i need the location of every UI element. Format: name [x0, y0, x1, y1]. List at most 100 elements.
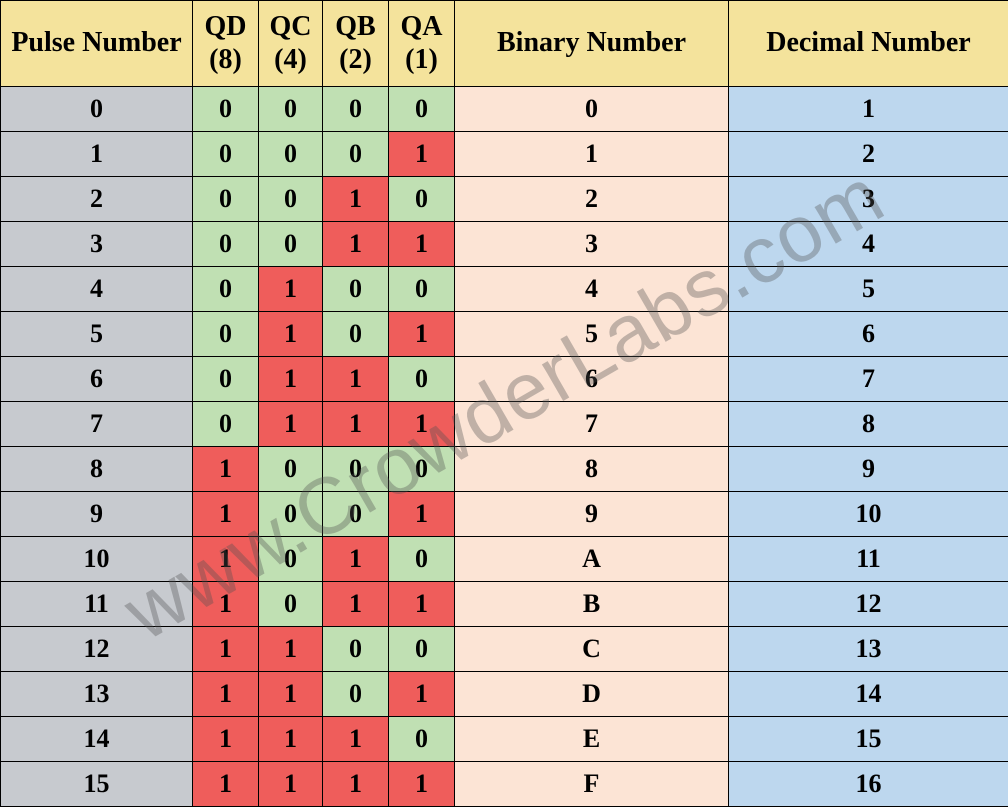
qa-cell: 0: [389, 627, 455, 672]
qa-cell: 1: [389, 582, 455, 627]
qc-cell: 0: [259, 132, 323, 177]
table-row: 5010156: [1, 312, 1008, 357]
header-label-line1: QD: [205, 11, 247, 42]
table-row: 101010A11: [1, 537, 1008, 582]
pulse-cell: 10: [1, 537, 193, 582]
decimal-cell: 11: [729, 537, 1008, 582]
qc-cell: 0: [259, 492, 323, 537]
binary-cell: 3: [455, 222, 729, 267]
qd-cell: 1: [193, 762, 259, 807]
qb-cell: 0: [323, 447, 389, 492]
pulse-cell: 7: [1, 402, 193, 447]
qc-cell: 1: [259, 762, 323, 807]
table-row: 151111F16: [1, 762, 1008, 807]
qa-cell: 0: [389, 177, 455, 222]
pulse-cell: 3: [1, 222, 193, 267]
table-row: 91001910: [1, 492, 1008, 537]
qd-cell: 0: [193, 132, 259, 177]
qd-cell: 1: [193, 582, 259, 627]
qd-cell: 0: [193, 222, 259, 267]
pulse-cell: 1: [1, 132, 193, 177]
column-header: QD(8): [193, 1, 259, 87]
decimal-cell: 3: [729, 177, 1008, 222]
qd-cell: 1: [193, 447, 259, 492]
qc-cell: 1: [259, 312, 323, 357]
decimal-cell: 15: [729, 717, 1008, 762]
qb-cell: 0: [323, 267, 389, 312]
qb-cell: 0: [323, 312, 389, 357]
binary-cell: F: [455, 762, 729, 807]
pulse-cell: 14: [1, 717, 193, 762]
binary-cell: A: [455, 537, 729, 582]
qa-cell: 1: [389, 312, 455, 357]
qc-cell: 0: [259, 87, 323, 132]
qa-cell: 1: [389, 672, 455, 717]
qb-cell: 1: [323, 222, 389, 267]
table-row: 131101D14: [1, 672, 1008, 717]
qb-cell: 1: [323, 402, 389, 447]
pulse-cell: 6: [1, 357, 193, 402]
qa-cell: 1: [389, 132, 455, 177]
qb-cell: 1: [323, 537, 389, 582]
qa-cell: 1: [389, 762, 455, 807]
header-label-line2: (8): [209, 44, 242, 75]
binary-cell: D: [455, 672, 729, 717]
qc-cell: 1: [259, 717, 323, 762]
qb-cell: 0: [323, 132, 389, 177]
decimal-cell: 12: [729, 582, 1008, 627]
binary-cell: C: [455, 627, 729, 672]
qc-cell: 1: [259, 357, 323, 402]
pulse-cell: 5: [1, 312, 193, 357]
decimal-cell: 14: [729, 672, 1008, 717]
binary-cell: 1: [455, 132, 729, 177]
qa-cell: 0: [389, 267, 455, 312]
binary-cell: 0: [455, 87, 729, 132]
qc-cell: 0: [259, 177, 323, 222]
table-row: 0000001: [1, 87, 1008, 132]
pulse-cell: 4: [1, 267, 193, 312]
column-header: Pulse Number: [1, 1, 193, 87]
qd-cell: 1: [193, 627, 259, 672]
decimal-cell: 7: [729, 357, 1008, 402]
decimal-cell: 1: [729, 87, 1008, 132]
qa-cell: 0: [389, 537, 455, 582]
pulse-cell: 13: [1, 672, 193, 717]
qd-cell: 1: [193, 492, 259, 537]
qa-cell: 1: [389, 222, 455, 267]
qd-cell: 1: [193, 672, 259, 717]
table-row: 2001023: [1, 177, 1008, 222]
qd-cell: 1: [193, 537, 259, 582]
table-row: 4010045: [1, 267, 1008, 312]
table-row: 8100089: [1, 447, 1008, 492]
qd-cell: 0: [193, 357, 259, 402]
binary-cell: 7: [455, 402, 729, 447]
column-header: Binary Number: [455, 1, 729, 87]
table-row: 6011067: [1, 357, 1008, 402]
qd-cell: 0: [193, 87, 259, 132]
qc-cell: 0: [259, 222, 323, 267]
counter-truth-table: Pulse NumberQD(8)QC(4)QB(2)QA(1)Binary N…: [0, 0, 1008, 807]
pulse-cell: 12: [1, 627, 193, 672]
table-header-row: Pulse NumberQD(8)QC(4)QB(2)QA(1)Binary N…: [1, 1, 1008, 87]
qc-cell: 1: [259, 402, 323, 447]
decimal-cell: 16: [729, 762, 1008, 807]
column-header: QA(1): [389, 1, 455, 87]
column-header: QC(4): [259, 1, 323, 87]
qb-cell: 0: [323, 87, 389, 132]
qa-cell: 0: [389, 447, 455, 492]
binary-cell: 4: [455, 267, 729, 312]
qa-cell: 0: [389, 717, 455, 762]
qc-cell: 1: [259, 627, 323, 672]
qc-cell: 0: [259, 537, 323, 582]
table-row: 121100C13: [1, 627, 1008, 672]
qb-cell: 1: [323, 717, 389, 762]
qa-cell: 0: [389, 357, 455, 402]
qc-cell: 1: [259, 672, 323, 717]
qb-cell: 1: [323, 357, 389, 402]
pulse-cell: 0: [1, 87, 193, 132]
qc-cell: 0: [259, 582, 323, 627]
decimal-cell: 8: [729, 402, 1008, 447]
table-row: 7011178: [1, 402, 1008, 447]
decimal-cell: 9: [729, 447, 1008, 492]
qb-cell: 1: [323, 762, 389, 807]
